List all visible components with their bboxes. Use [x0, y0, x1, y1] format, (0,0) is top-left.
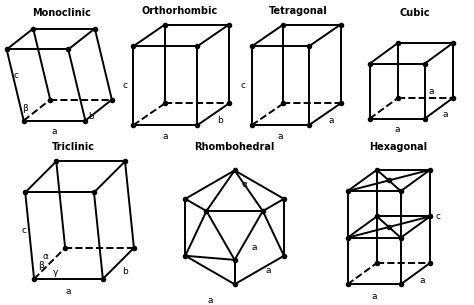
Text: a: a: [278, 132, 283, 141]
Text: γ: γ: [53, 268, 58, 277]
Title: Triclinic: Triclinic: [52, 142, 95, 152]
Text: α: α: [42, 252, 48, 261]
Text: a: a: [252, 243, 257, 252]
Text: β: β: [22, 104, 27, 113]
Text: c: c: [21, 226, 27, 235]
Text: b: b: [217, 116, 223, 125]
Title: Monoclinic: Monoclinic: [32, 8, 91, 18]
Text: a: a: [372, 292, 377, 301]
Text: c: c: [13, 71, 18, 80]
Text: c: c: [436, 212, 440, 221]
Text: a: a: [419, 276, 425, 285]
Title: Cubic: Cubic: [400, 8, 430, 18]
Text: a: a: [207, 296, 213, 305]
Text: β: β: [38, 261, 44, 270]
Title: Tetragonal: Tetragonal: [269, 6, 328, 16]
Text: b: b: [88, 112, 94, 121]
Title: Hexagonal: Hexagonal: [369, 142, 427, 152]
Text: a: a: [266, 266, 271, 274]
Text: c: c: [241, 81, 246, 90]
Text: a: a: [66, 287, 71, 296]
Text: a: a: [328, 116, 334, 125]
Text: α: α: [241, 180, 247, 189]
Text: a: a: [443, 110, 448, 119]
Text: a: a: [394, 125, 400, 134]
Text: b: b: [122, 267, 128, 276]
Text: a: a: [163, 132, 168, 141]
Title: Orthorhombic: Orthorhombic: [142, 6, 218, 16]
Text: a: a: [52, 127, 57, 136]
Text: a: a: [428, 87, 434, 96]
Text: c: c: [122, 81, 128, 90]
Title: Rhombohedral: Rhombohedral: [194, 142, 275, 152]
